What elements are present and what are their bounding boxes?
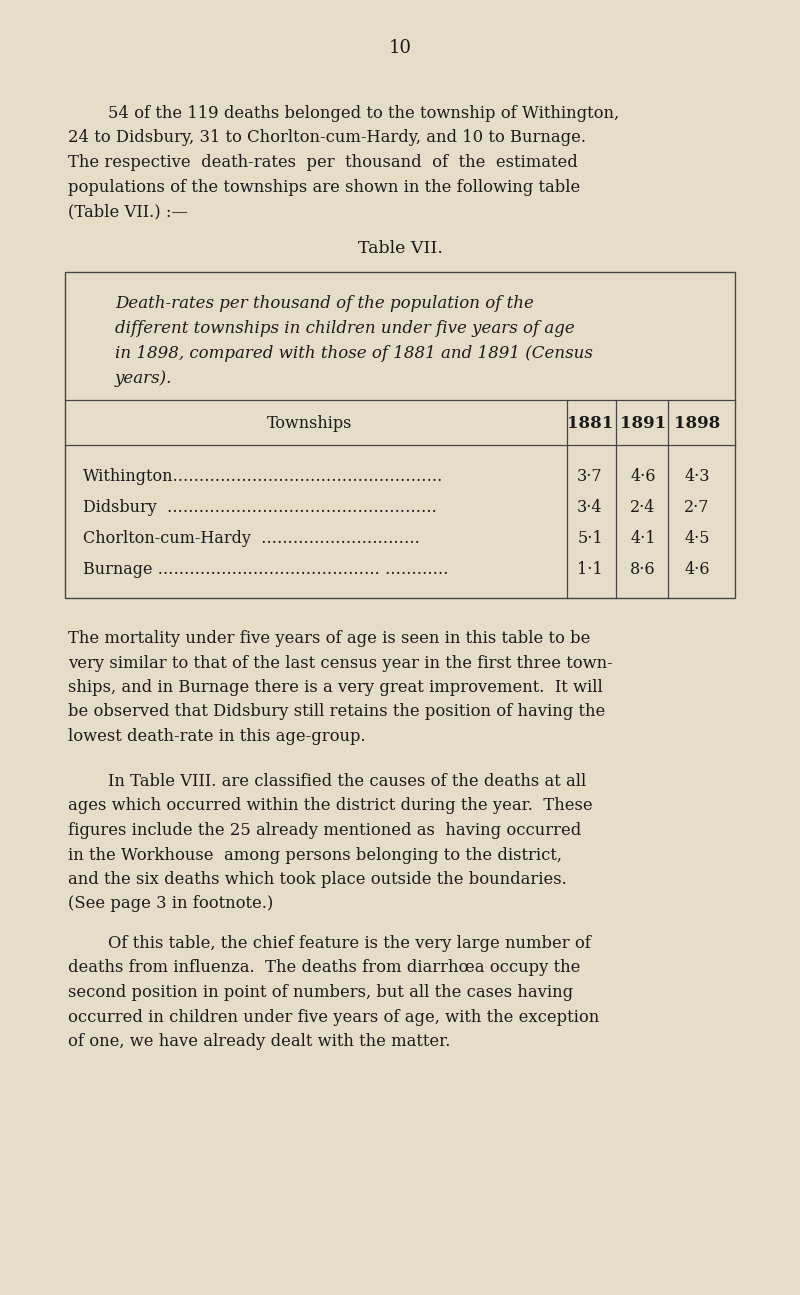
Text: Burnage …………………………………… …………: Burnage …………………………………… …………	[83, 561, 449, 578]
Text: Townships: Townships	[267, 414, 353, 433]
Text: ships, and in Burnage there is a very great improvement.  It will: ships, and in Burnage there is a very gr…	[68, 679, 602, 695]
Text: 2·4: 2·4	[630, 499, 656, 515]
Text: Didsbury  ……………………………………………: Didsbury ……………………………………………	[83, 499, 437, 515]
Text: 4·1: 4·1	[630, 530, 656, 546]
Text: (Table VII.) :—: (Table VII.) :—	[68, 203, 188, 220]
Text: 54 of the 119 deaths belonged to the township of Withington,: 54 of the 119 deaths belonged to the tow…	[108, 105, 619, 122]
Text: Of this table, the chief feature is the very large number of: Of this table, the chief feature is the …	[108, 935, 591, 952]
Bar	[65, 272, 735, 598]
Text: different townships in children under five years of age: different townships in children under fi…	[115, 320, 574, 337]
Text: in the Workhouse  among persons belonging to the district,: in the Workhouse among persons belonging…	[68, 847, 562, 864]
Text: and the six deaths which took place outside the boundaries.: and the six deaths which took place outs…	[68, 872, 566, 888]
Text: 4·5: 4·5	[684, 530, 710, 546]
Text: be observed that Didsbury still retains the position of having the: be observed that Didsbury still retains …	[68, 703, 606, 720]
Text: second position in point of numbers, but all the cases having: second position in point of numbers, but…	[68, 984, 573, 1001]
Text: 4·6: 4·6	[630, 467, 656, 486]
Text: 3·4: 3·4	[578, 499, 602, 515]
Text: lowest death-rate in this age-group.: lowest death-rate in this age-group.	[68, 728, 366, 745]
Text: Death-rates per thousand of the population of the: Death-rates per thousand of the populati…	[115, 295, 534, 312]
Text: The respective  death-rates  per  thousand  of  the  estimated: The respective death-rates per thousand …	[68, 154, 578, 171]
Text: 4·3: 4·3	[684, 467, 710, 486]
Text: ages which occurred within the district during the year.  These: ages which occurred within the district …	[68, 798, 593, 815]
Text: of one, we have already dealt with the matter.: of one, we have already dealt with the m…	[68, 1033, 450, 1050]
Text: 1898: 1898	[674, 414, 720, 433]
Text: Table VII.: Table VII.	[358, 240, 442, 256]
Text: The mortality under five years of age is seen in this table to be: The mortality under five years of age is…	[68, 629, 590, 648]
Text: very similar to that of the last census year in the first three town-: very similar to that of the last census …	[68, 654, 613, 672]
Text: 24 to Didsbury, 31 to Chorlton-cum-Hardy, and 10 to Burnage.: 24 to Didsbury, 31 to Chorlton-cum-Hardy…	[68, 130, 586, 146]
Text: figures include the 25 already mentioned as  having occurred: figures include the 25 already mentioned…	[68, 822, 582, 839]
Text: 2·7: 2·7	[684, 499, 710, 515]
Text: 1881: 1881	[567, 414, 613, 433]
Text: years).: years).	[115, 370, 172, 387]
Text: (See page 3 in footnote.): (See page 3 in footnote.)	[68, 896, 274, 913]
Text: 3·7: 3·7	[577, 467, 603, 486]
Text: 1891: 1891	[620, 414, 666, 433]
Text: occurred in children under five years of age, with the exception: occurred in children under five years of…	[68, 1009, 599, 1026]
Text: Chorlton-cum-Hardy  …………………………: Chorlton-cum-Hardy …………………………	[83, 530, 420, 546]
Text: 4·6: 4·6	[684, 561, 710, 578]
Text: populations of the townships are shown in the following table: populations of the townships are shown i…	[68, 179, 580, 196]
Text: Withington……………………………………………: Withington……………………………………………	[83, 467, 443, 486]
Text: in 1898, compared with those of 1881 and 1891 (Census: in 1898, compared with those of 1881 and…	[115, 344, 593, 363]
Text: 1·1: 1·1	[577, 561, 603, 578]
Text: deaths from influenza.  The deaths from diarrhœa occupy the: deaths from influenza. The deaths from d…	[68, 960, 580, 976]
Text: 5·1: 5·1	[577, 530, 603, 546]
Text: In Table VIII. are classified the causes of the deaths at all: In Table VIII. are classified the causes…	[108, 773, 586, 790]
Text: 8·6: 8·6	[630, 561, 656, 578]
Text: 10: 10	[389, 39, 411, 57]
